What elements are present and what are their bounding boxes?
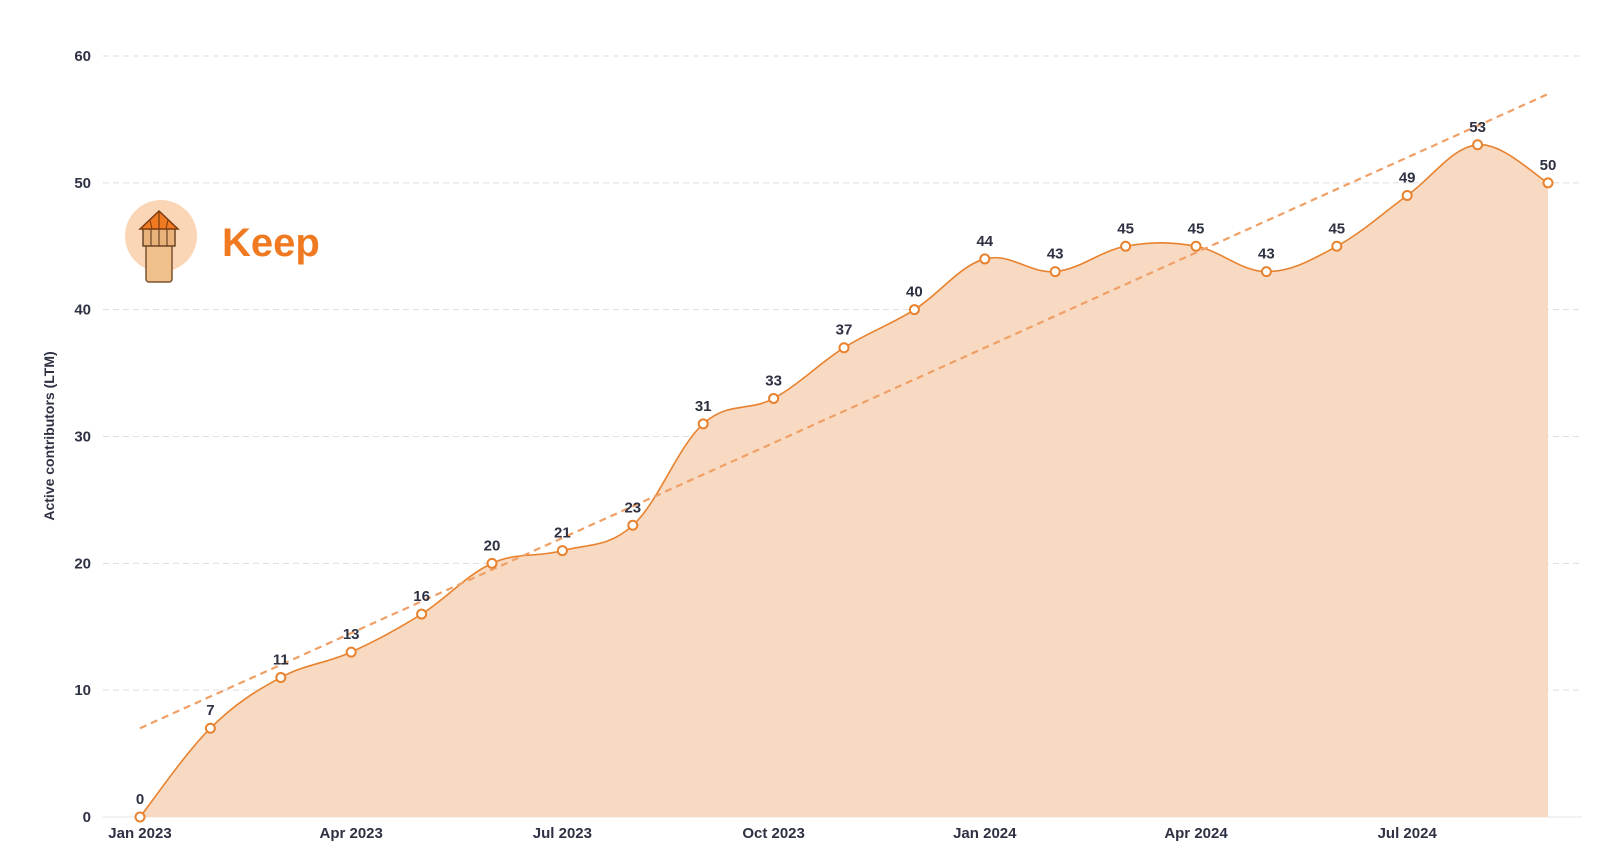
data-point	[275, 671, 287, 683]
logo-text: Keep	[222, 221, 320, 265]
data-point	[1049, 266, 1061, 278]
lighthouse-tower-icon	[138, 209, 180, 283]
data-point	[416, 608, 428, 620]
x-tick-label: Apr 2024	[1164, 825, 1228, 842]
data-point	[556, 545, 568, 557]
data-label: 43	[1047, 246, 1064, 263]
data-point	[627, 519, 639, 531]
data-label: 7	[206, 702, 214, 719]
data-label: 21	[554, 525, 571, 542]
data-label: 43	[1258, 246, 1275, 263]
trendline	[139, 93, 1549, 730]
y-tick-label: 60	[74, 48, 91, 65]
data-label: 53	[1469, 119, 1486, 136]
data-label: 0	[136, 791, 144, 808]
data-label: 20	[484, 537, 501, 554]
area-fill	[140, 144, 1548, 817]
y-tick-label: 50	[74, 175, 91, 192]
data-point	[908, 304, 920, 316]
area-layer	[139, 143, 1549, 818]
y-tick-label: 10	[74, 682, 91, 699]
data-label: 33	[765, 372, 782, 389]
data-point	[1331, 240, 1343, 252]
y-axis-label: Active contributors (LTM)	[41, 351, 57, 520]
data-label: 45	[1117, 220, 1134, 237]
data-point	[1472, 139, 1484, 151]
y-tick-label: 30	[74, 429, 91, 446]
y-tick-label: 20	[74, 555, 91, 572]
data-point	[1542, 177, 1554, 189]
data-label: 45	[1328, 220, 1345, 237]
data-label: 49	[1399, 170, 1416, 187]
trend-layer	[139, 93, 1549, 730]
x-tick-label: Apr 2023	[320, 825, 383, 842]
data-label: 44	[976, 233, 993, 250]
data-point	[1401, 190, 1413, 202]
logo: Keep	[125, 200, 320, 283]
data-label: 40	[906, 284, 923, 301]
x-tick-label: Jul 2023	[533, 825, 592, 842]
points-layer: 0 7 11 13 16 20 21 23 31 33 37 40 44 43 45 45 43 45 49 53 50	[134, 119, 1557, 823]
data-point	[134, 811, 146, 823]
data-point	[345, 646, 357, 658]
x-tick-label: Jul 2024	[1378, 825, 1438, 842]
y-tick-label: 0	[83, 809, 91, 826]
series-line	[139, 143, 1549, 818]
axis-layer: 0 10 20 30 40 50 60 Jan 2023 Apr 2023 Jul 2023 Oct…	[41, 48, 1437, 842]
y-tick-label: 40	[74, 302, 91, 319]
x-tick-label: Oct 2023	[742, 825, 805, 842]
data-label: 50	[1540, 157, 1557, 174]
data-point	[697, 418, 709, 430]
data-point	[204, 722, 216, 734]
data-label: 23	[624, 499, 641, 516]
data-label: 16	[413, 588, 430, 605]
data-point	[1120, 240, 1132, 252]
data-point	[838, 342, 850, 354]
data-point	[979, 253, 991, 265]
x-tick-label: Jan 2023	[108, 825, 171, 842]
data-label: 31	[695, 398, 712, 415]
data-label: 45	[1188, 220, 1205, 237]
data-point	[768, 392, 780, 404]
data-label: 37	[836, 322, 853, 339]
x-tick-label: Jan 2024	[953, 825, 1017, 842]
data-point	[1190, 240, 1202, 252]
data-label: 11	[273, 651, 289, 668]
data-label: 13	[343, 626, 360, 643]
data-point	[486, 557, 498, 569]
data-point	[1260, 266, 1272, 278]
